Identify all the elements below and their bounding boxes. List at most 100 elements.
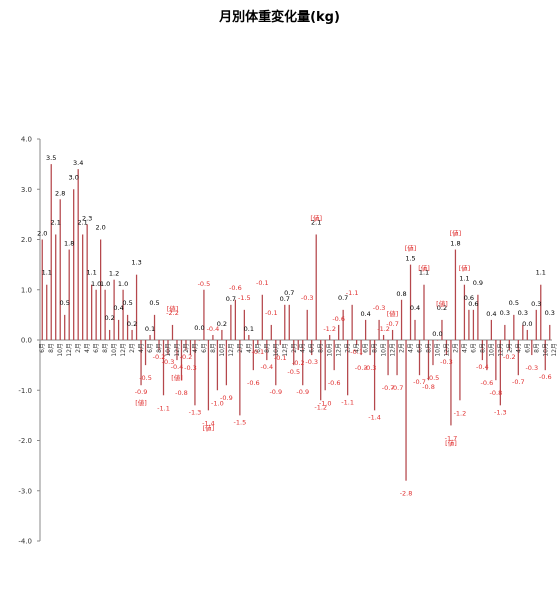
- bar: [95, 289, 97, 340]
- y-tick-label: 0.0: [21, 337, 32, 345]
- bar: [275, 340, 277, 386]
- data-label: 0.3: [518, 309, 528, 317]
- bar: [243, 309, 245, 340]
- bar: [463, 284, 466, 340]
- data-label: -0.7: [512, 378, 525, 386]
- data-label: -0.6: [332, 315, 345, 323]
- bar: [396, 340, 398, 376]
- x-tick-label: 8月: [210, 343, 217, 353]
- bar: [189, 340, 192, 356]
- bar: [113, 279, 115, 340]
- x-tick-label: 8月: [372, 343, 379, 353]
- bar: [369, 340, 371, 356]
- bar: [167, 340, 169, 356]
- value-placeholder-label: [値]: [203, 423, 215, 432]
- data-label: -0.1: [256, 279, 269, 287]
- data-label: 0.7: [226, 295, 236, 303]
- data-label: 0.6: [468, 300, 478, 308]
- data-label: 1.1: [459, 275, 469, 283]
- data-label: 0.5: [60, 299, 70, 307]
- data-label: 0.5: [509, 299, 519, 307]
- bar: [459, 340, 461, 401]
- data-label: -0.7: [391, 384, 404, 392]
- data-label: 0.0: [432, 330, 442, 338]
- bar: [531, 340, 533, 356]
- x-tick-label: 10月: [219, 343, 226, 357]
- data-label: -0.2: [292, 359, 305, 367]
- x-tick-label: 8月: [102, 343, 109, 353]
- data-label: -0.7: [382, 384, 395, 392]
- bar: [297, 340, 299, 351]
- data-label: -0.9: [135, 388, 148, 396]
- data-label: -0.5: [287, 368, 300, 376]
- data-label: 0.5: [149, 299, 159, 307]
- bar: [162, 340, 165, 396]
- x-tick-label: 4月: [192, 343, 199, 353]
- data-label: -0.6: [328, 379, 341, 387]
- bar: [198, 340, 201, 341]
- bar: [117, 319, 120, 340]
- data-label: -1.1: [157, 404, 170, 412]
- bar: [423, 284, 425, 340]
- x-tick-label: 6月: [147, 343, 154, 353]
- bar: [91, 284, 93, 340]
- data-label: -1.5: [234, 418, 247, 426]
- bar: [535, 309, 537, 340]
- bar: [418, 340, 421, 376]
- data-label: -1.2: [323, 325, 336, 333]
- data-label: 1.5: [405, 255, 415, 263]
- bar: [356, 340, 358, 346]
- data-label: -1.3: [189, 408, 202, 416]
- data-label: 2.8: [55, 189, 65, 197]
- bar: [526, 329, 528, 340]
- data-label: 0.2: [104, 314, 114, 322]
- data-label: -1.4: [368, 413, 381, 421]
- bar: [144, 340, 147, 366]
- data-label: 0.6: [464, 294, 474, 302]
- data-label: -0.9: [220, 394, 233, 402]
- data-label: 0.7: [284, 289, 294, 297]
- chart-title: 月別体重変化量(kg): [219, 10, 340, 25]
- data-label: 0.1: [145, 325, 155, 333]
- bar: [73, 189, 75, 340]
- bar: [302, 340, 304, 386]
- bar: [324, 340, 326, 391]
- data-label: 2.1: [77, 218, 87, 226]
- x-tick-label: 4月: [300, 343, 307, 353]
- bar: [55, 234, 57, 340]
- data-label: -1.0: [319, 399, 332, 407]
- x-tick-label: 6月: [93, 343, 100, 353]
- y-tick-label: -1.0: [18, 387, 32, 395]
- data-label: -0.8: [175, 389, 188, 397]
- data-label: 0.4: [113, 304, 123, 312]
- bar: [445, 340, 448, 356]
- bar: [373, 340, 376, 411]
- x-tick-label: 4月: [515, 343, 522, 353]
- bar: [185, 340, 187, 351]
- bar: [320, 340, 322, 401]
- data-label: -2.8: [400, 490, 413, 498]
- bar: [333, 340, 335, 371]
- data-label: 3.4: [73, 159, 83, 167]
- bar: [517, 340, 519, 376]
- x-tick-label: 4月: [246, 343, 253, 353]
- data-label: -0.9: [296, 388, 309, 396]
- bar: [540, 284, 542, 340]
- data-label: 0.2: [437, 304, 447, 312]
- data-label: -0.3: [525, 364, 538, 372]
- x-tick-label: 10月: [381, 343, 388, 357]
- x-tick-label: 6月: [524, 343, 531, 353]
- data-label: 0.2: [127, 320, 137, 328]
- bar: [441, 319, 443, 340]
- data-label: -1.7: [445, 434, 458, 442]
- bar: [46, 284, 48, 340]
- data-label: -1.0: [211, 399, 224, 407]
- data-label: -0.4: [476, 363, 489, 371]
- bar: [472, 309, 475, 340]
- bar: [86, 224, 88, 340]
- bar: [360, 340, 362, 356]
- data-label: -0.2: [503, 353, 516, 361]
- bar: [50, 164, 52, 340]
- data-label: -0.4: [260, 363, 273, 371]
- data-label: 0.3: [545, 309, 555, 317]
